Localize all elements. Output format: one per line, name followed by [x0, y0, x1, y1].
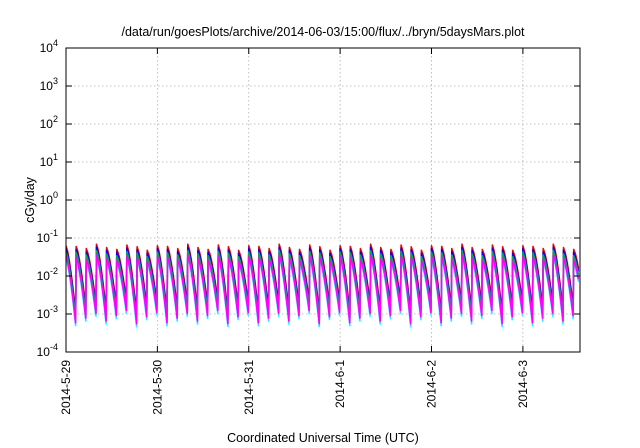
y-tick-label: 10-1 [37, 228, 58, 245]
axis-ticks: 10-4 10-3 10-2 10-1 100 101 102 103 104 2014-5-29… [37, 38, 580, 415]
x-tick-label: 2014-5-29 [59, 360, 73, 415]
series-line [65, 254, 580, 325]
y-tick-label: 103 [40, 76, 58, 93]
y-tick-label: 104 [40, 38, 58, 55]
series-group [65, 243, 580, 328]
chart-title: /data/run/goesPlots/archive/2014-06-03/1… [121, 25, 525, 39]
y-tick-label: 10-3 [37, 304, 58, 321]
y-tick-label: 100 [40, 190, 58, 207]
x-axis-label: Coordinated Universal Time (UTC) [227, 431, 419, 445]
x-tick-label: 2014-5-31 [242, 360, 256, 415]
y-tick-label: 102 [40, 114, 58, 131]
y-tick-label: 101 [40, 152, 58, 169]
series-line [65, 249, 580, 321]
x-tick-label: 2014-5-30 [150, 360, 164, 415]
y-tick-label: 10-4 [37, 342, 58, 359]
x-tick-label: 2014-6-1 [333, 360, 347, 408]
y-axis-label: cGy/day [23, 176, 37, 223]
x-tick-label: 2014-6-3 [516, 360, 530, 408]
x-tick-label: 2014-6-2 [425, 360, 439, 408]
y-tick-label: 10-2 [37, 266, 58, 283]
